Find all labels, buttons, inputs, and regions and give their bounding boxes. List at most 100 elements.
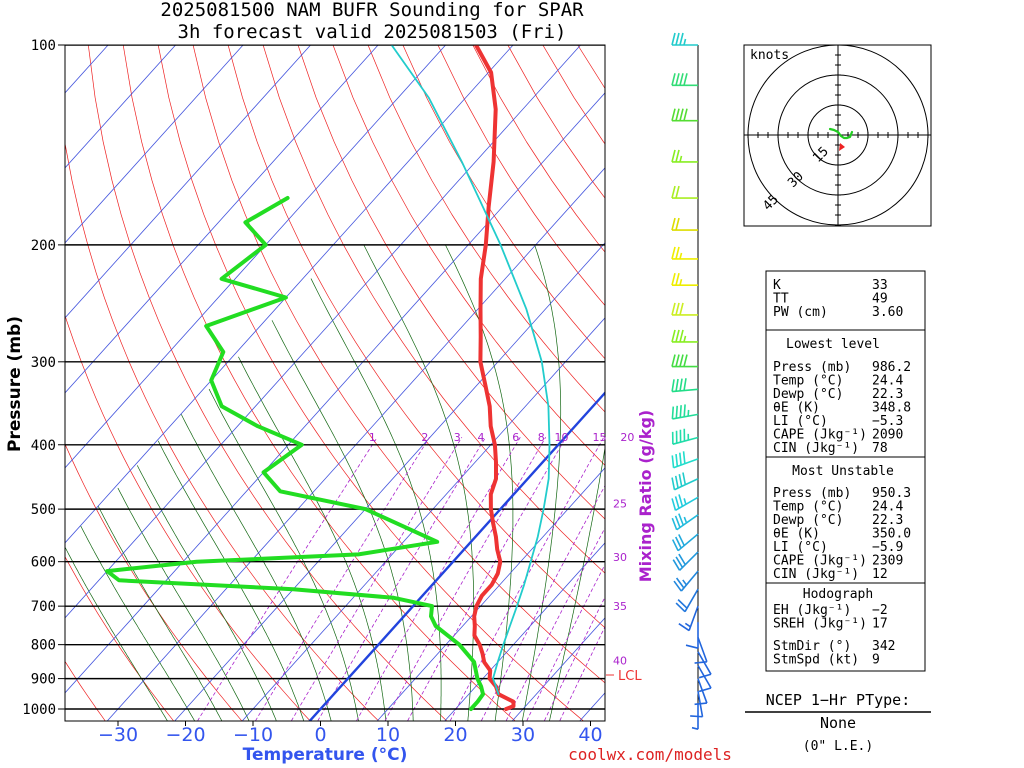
wind-barb <box>671 329 698 343</box>
wind-barb-flag <box>671 185 676 199</box>
temperature-tick-label: 0 <box>314 724 326 746</box>
isotherm-line <box>65 92 605 694</box>
wind-barb-flag <box>685 644 699 649</box>
wind-barb <box>675 588 699 613</box>
wind-barb-shaft <box>688 605 699 631</box>
stats-label: Press (mb) <box>773 360 851 375</box>
wind-barb <box>671 32 698 46</box>
stats-value: 24.4 <box>872 374 903 389</box>
stats-value: −2 <box>872 603 888 618</box>
wind-barb-flag <box>678 513 685 526</box>
wind-barb <box>671 185 698 199</box>
stats-label: θE (K) <box>773 527 820 542</box>
stats-label: θE (K) <box>773 401 820 416</box>
isotherm-line <box>65 45 379 394</box>
wind-barb-half-flag <box>683 498 687 505</box>
mixing-ratio-line <box>543 596 605 721</box>
mixing-ratio-label: 1 <box>369 431 376 444</box>
isobar-lines <box>65 45 605 710</box>
mixing-ratio-labels: 1 2 3 4 6 8 10 15 20 25 30 35 40 <box>369 431 634 668</box>
temperature-tick-label: 10 <box>376 724 400 746</box>
wind-barb-flag <box>671 272 676 286</box>
dry-adiabat-line <box>122 45 516 721</box>
mixing-ratio-line <box>384 437 546 721</box>
pressure-tick-label: 200 <box>31 238 56 254</box>
wind-barb-flag <box>671 108 676 121</box>
wind-barb-flag <box>675 73 680 86</box>
wind-barb-shaft <box>697 678 708 704</box>
stats-value: 342 <box>872 639 895 654</box>
stats-label: Temp (°C) <box>773 500 843 515</box>
wind-barb-flag <box>675 32 680 46</box>
dry-adiabat-line <box>367 45 605 413</box>
isotherm-line <box>65 45 582 619</box>
wind-barb-flag <box>675 246 680 260</box>
mixing-ratio-axis-label: Mixing Ratio (g/kg) <box>636 410 655 582</box>
wind-barb-flag <box>674 475 679 489</box>
freezing-isotherm-line <box>308 391 605 721</box>
stats-value: 22.3 <box>872 513 903 528</box>
mixing-ratio-line <box>355 437 521 721</box>
stats-label: PW (cm) <box>773 305 828 320</box>
temperature-tick-label: −30 <box>98 724 138 746</box>
wind-barb-flag <box>679 378 683 391</box>
wind-barb-flag <box>690 715 703 718</box>
stats-value: 33 <box>872 278 888 293</box>
temperature-trace <box>472 45 516 711</box>
wind-barb-flag <box>698 687 712 693</box>
dry-adiabat-line <box>65 660 106 721</box>
dewpoint-trace <box>105 196 485 711</box>
stats-unstable-title: Most Unstable <box>792 464 894 479</box>
mixing-ratio-label: 35 <box>613 600 627 613</box>
stats-label: Press (mb) <box>773 486 851 501</box>
mixing-ratio-label: 25 <box>613 497 627 510</box>
skewt-frame <box>64 44 606 722</box>
hodograph-units: knots <box>750 48 789 63</box>
wind-barb-flag <box>675 354 680 367</box>
wind-barb-flag <box>671 73 676 86</box>
isotherm-line <box>65 45 177 169</box>
wind-barb-flag <box>694 660 707 664</box>
wind-barb-flag <box>698 673 712 679</box>
isotherm-line <box>106 167 605 721</box>
isotherm-line <box>444 542 605 721</box>
wind-barb-flag <box>679 405 682 418</box>
wind-barb-flag <box>671 32 676 46</box>
wind-barb-flag <box>683 354 688 367</box>
wind-barb-flag <box>671 406 675 419</box>
stats-value: 78 <box>872 441 888 456</box>
moist-adiabat-line <box>445 244 514 721</box>
wind-barb-flag <box>671 455 675 468</box>
pressure-tick-label: 1000 <box>22 702 56 718</box>
footer-url: coolwx.com/models <box>568 745 732 764</box>
stats-label: StmDir (°) <box>773 639 851 654</box>
freezing-isotherm <box>308 391 605 721</box>
wind-barb-shaft <box>697 637 708 663</box>
stats-label: CIN (Jkg⁻¹) <box>773 567 859 582</box>
wind-barb-shaft <box>697 665 712 689</box>
wind-barb-half-flag <box>679 252 683 260</box>
moist-adiabat-line <box>238 356 387 721</box>
wind-barb-flag <box>671 217 676 231</box>
isotherm-line <box>174 242 605 721</box>
wind-barb-flag <box>679 329 684 343</box>
wind-barb-flag <box>678 534 685 546</box>
wind-barb-shaft <box>677 533 699 552</box>
pressure-tick-label: 400 <box>31 438 56 454</box>
wind-barb-flag <box>671 517 678 531</box>
pressure-tick-label: 100 <box>31 38 56 54</box>
wind-barb-flag <box>682 451 686 464</box>
stats-value: −5.9 <box>872 540 903 555</box>
wind-barb <box>671 354 698 368</box>
wind-barb-flag <box>671 149 676 163</box>
wind-barb-flag <box>671 354 676 367</box>
moist-adiabat-line <box>208 388 359 721</box>
wind-barb-flag <box>683 108 688 121</box>
moist-adiabat-line <box>271 320 414 721</box>
stats-label: CAPE (Jkg⁻¹) <box>773 428 867 443</box>
wind-barb-flag <box>675 602 686 613</box>
chart-subtitle: 3h forecast valid 2025081503 (Fri) <box>178 21 567 43</box>
wind-barb-flag <box>675 185 680 199</box>
wind-barb-flag <box>673 580 682 592</box>
